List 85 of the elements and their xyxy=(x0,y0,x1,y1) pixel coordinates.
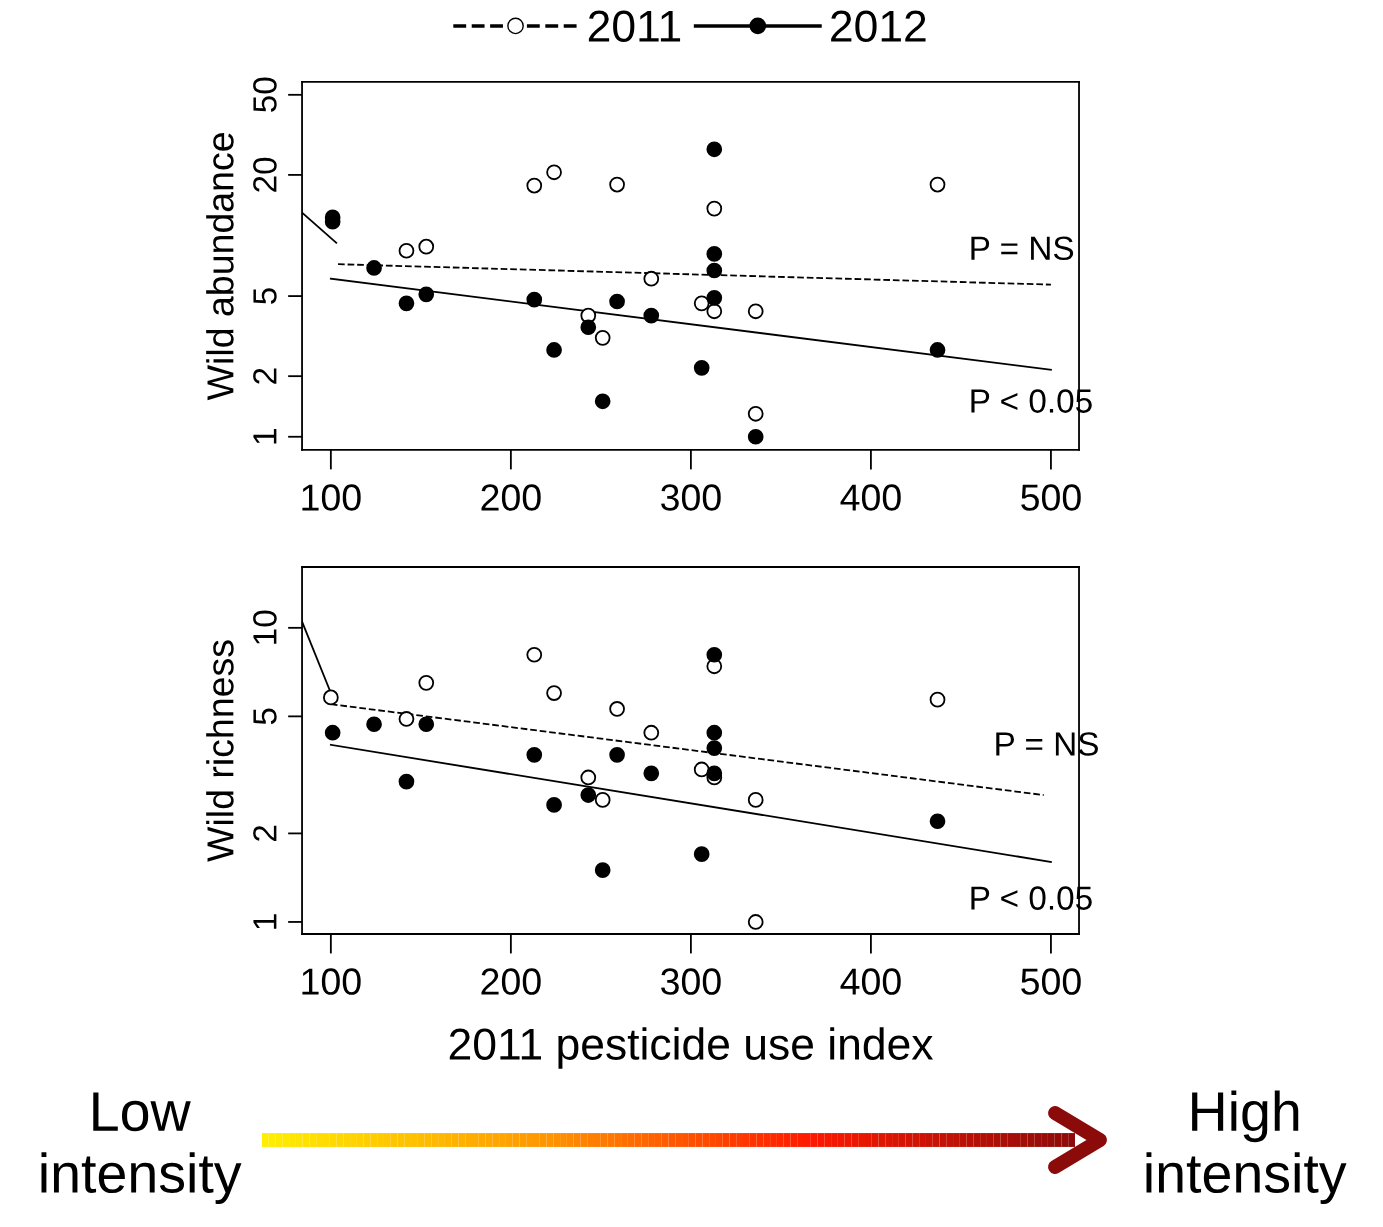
x-axis-title: 2011 pesticide use index xyxy=(449,1027,934,1069)
point xyxy=(526,646,543,663)
point xyxy=(929,176,946,193)
point xyxy=(747,303,764,320)
point xyxy=(643,307,660,324)
point xyxy=(643,765,660,782)
y-axis-title: Wild abundance xyxy=(206,133,234,401)
point xyxy=(609,293,625,310)
point xyxy=(706,262,723,279)
point xyxy=(324,724,341,741)
point xyxy=(594,862,611,879)
x-tick-label: 500 xyxy=(1021,484,1081,511)
point xyxy=(366,716,382,733)
point xyxy=(526,291,543,308)
point xyxy=(418,716,435,733)
point xyxy=(398,242,415,259)
point xyxy=(594,393,611,410)
point xyxy=(418,286,435,303)
point xyxy=(418,238,435,255)
y-tick-label: 20 xyxy=(253,157,277,192)
point xyxy=(706,724,723,741)
point xyxy=(706,765,723,782)
point xyxy=(418,675,435,691)
point xyxy=(693,846,710,863)
annotation: P = NS xyxy=(971,236,1074,261)
point xyxy=(706,289,723,306)
point xyxy=(706,246,723,262)
point xyxy=(526,746,543,763)
y-tick-label: 2 xyxy=(253,368,277,384)
point xyxy=(747,405,764,422)
x-tick-label: 200 xyxy=(481,484,541,511)
point xyxy=(609,176,625,193)
point xyxy=(366,260,382,276)
point xyxy=(706,141,723,158)
point xyxy=(526,177,543,194)
y-tick-label: 5 xyxy=(253,288,277,305)
point xyxy=(747,428,764,445)
y-tick-label: 1 xyxy=(253,429,277,444)
point xyxy=(693,761,710,778)
point xyxy=(706,303,723,320)
point xyxy=(580,787,597,803)
point xyxy=(643,724,660,741)
point xyxy=(929,342,946,358)
point xyxy=(929,691,946,708)
x-tick-label: 100 xyxy=(302,968,361,995)
legend-label: 2012 xyxy=(831,10,926,42)
point xyxy=(747,792,764,808)
point xyxy=(398,773,415,790)
legend-label: 2011 xyxy=(588,10,681,42)
point xyxy=(706,646,723,663)
point xyxy=(706,740,723,756)
point xyxy=(929,813,946,830)
y-axis-title: Wild richness xyxy=(206,640,234,862)
x-tick-label: 400 xyxy=(840,968,901,995)
point xyxy=(747,914,764,930)
x-tick-label: 100 xyxy=(302,484,361,511)
point xyxy=(546,342,562,358)
point xyxy=(609,746,625,763)
point xyxy=(580,769,597,786)
y-tick-label: 5 xyxy=(253,708,277,725)
point xyxy=(580,319,597,336)
point xyxy=(594,330,611,346)
y-tick-label: 2 xyxy=(253,825,277,841)
point xyxy=(323,689,339,706)
point xyxy=(594,792,611,808)
x-tick-label: 300 xyxy=(661,484,721,511)
point xyxy=(546,797,562,813)
y-tick-label: 10 xyxy=(253,610,277,644)
point xyxy=(546,685,562,701)
y-tick-label: 50 xyxy=(253,77,277,113)
point xyxy=(398,295,415,312)
y-tick-label: 1 xyxy=(253,914,277,929)
point xyxy=(693,295,710,312)
x-tick-label: 300 xyxy=(661,968,721,995)
x-tick-label: 200 xyxy=(481,968,541,995)
point xyxy=(706,200,723,217)
x-tick-label: 400 xyxy=(840,484,901,511)
point xyxy=(609,701,625,717)
text: High intensity xyxy=(1146,1090,1347,1205)
point xyxy=(643,270,660,287)
point xyxy=(398,711,415,727)
text: Low intensity xyxy=(41,1092,242,1205)
point xyxy=(693,359,710,376)
x-tick-label: 500 xyxy=(1021,968,1081,995)
point xyxy=(546,164,562,181)
